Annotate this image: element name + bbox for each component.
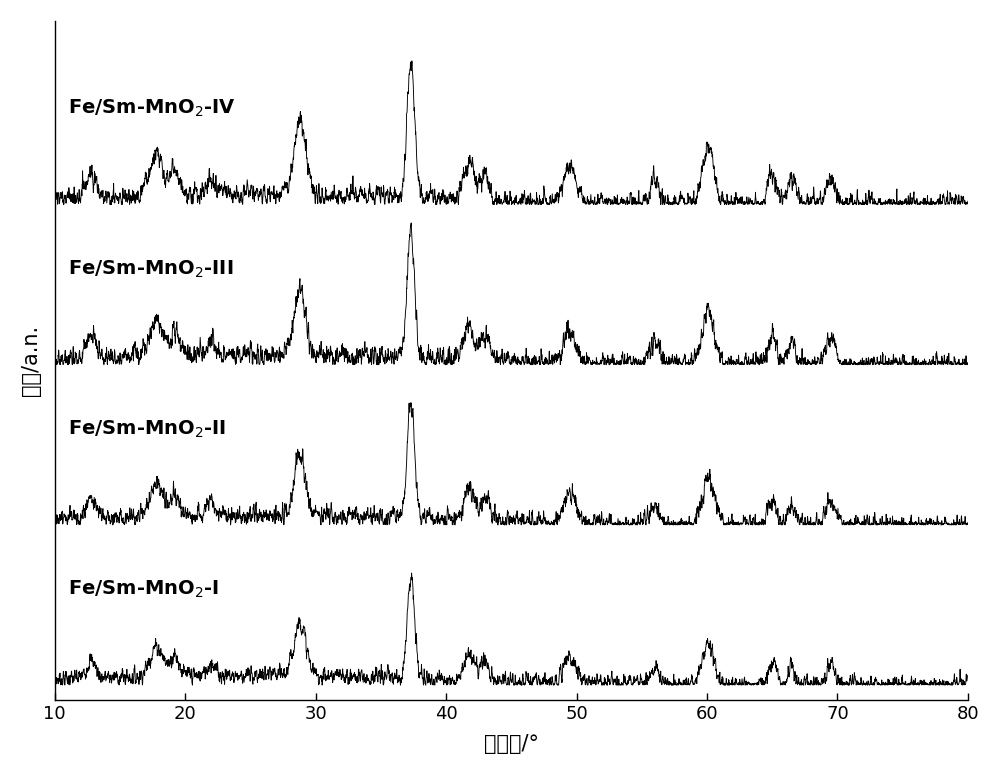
- X-axis label: 衍射角/°: 衍射角/°: [484, 734, 539, 754]
- Y-axis label: 强度/a.n.: 强度/a.n.: [21, 325, 41, 396]
- Text: Fe/Sm-MnO$_2$-I: Fe/Sm-MnO$_2$-I: [68, 579, 219, 600]
- Text: Fe/Sm-MnO$_2$-III: Fe/Sm-MnO$_2$-III: [68, 258, 233, 280]
- Text: Fe/Sm-MnO$_2$-IV: Fe/Sm-MnO$_2$-IV: [68, 98, 236, 119]
- Text: Fe/Sm-MnO$_2$-II: Fe/Sm-MnO$_2$-II: [68, 418, 226, 440]
